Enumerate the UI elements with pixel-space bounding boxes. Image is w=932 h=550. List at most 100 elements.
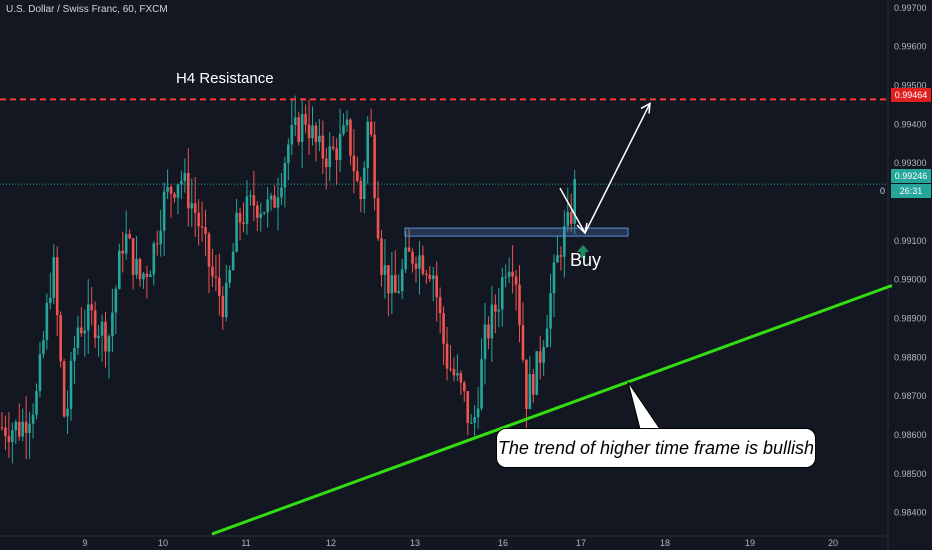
candle-body xyxy=(7,436,11,442)
candle-body xyxy=(200,226,204,228)
countdown-prefix: 0 xyxy=(880,186,886,196)
candle-body xyxy=(369,121,373,135)
candle-body xyxy=(259,213,263,218)
candle-body xyxy=(414,263,418,269)
candle-body xyxy=(307,124,311,139)
y-tick-label: 0.99000 xyxy=(894,275,927,285)
candle-body xyxy=(542,347,545,363)
candle-body xyxy=(507,271,511,277)
candle-body xyxy=(242,222,245,225)
candle-body xyxy=(480,359,483,409)
y-tick-label: 0.99400 xyxy=(894,119,927,129)
candle-body xyxy=(487,324,490,339)
candle-body xyxy=(49,297,52,303)
candle-body xyxy=(221,295,225,318)
candle-body xyxy=(356,171,359,182)
candle-body xyxy=(145,273,149,277)
candle-body xyxy=(390,275,394,294)
candle-body xyxy=(111,312,114,337)
x-tick-label: 13 xyxy=(410,538,420,548)
candle-body xyxy=(345,119,349,126)
candle-body xyxy=(566,211,570,227)
candle-body xyxy=(118,250,121,289)
candle-body xyxy=(31,414,35,424)
countdown-text: 26:31 xyxy=(899,186,923,196)
y-tick-label: 0.98400 xyxy=(894,508,927,518)
candle-body xyxy=(549,293,552,329)
x-tick-label: 19 xyxy=(745,538,755,548)
candle-body xyxy=(435,275,438,298)
buy-arrow-icon xyxy=(577,244,589,258)
y-tick-label: 0.98500 xyxy=(894,469,927,479)
projection-rise-arrowhead xyxy=(640,102,651,114)
symbol-title: U.S. Dollar / Swiss Franc, 60, FXCM xyxy=(6,4,168,15)
candle-body xyxy=(238,212,242,223)
candle-body xyxy=(45,302,49,341)
candle-body xyxy=(211,266,214,277)
candle-body xyxy=(394,275,397,293)
candle-body xyxy=(335,148,338,161)
candle-body xyxy=(197,212,200,227)
candle-body xyxy=(21,421,24,437)
candle-body xyxy=(545,328,549,348)
candle-body xyxy=(24,421,28,433)
candle-body xyxy=(504,276,507,278)
candle-body xyxy=(387,265,390,294)
candle-body xyxy=(142,273,145,280)
candle-body xyxy=(287,144,290,164)
candle-body xyxy=(573,179,576,224)
y-tick-label: 0.99100 xyxy=(894,236,927,246)
candle-body xyxy=(328,146,332,168)
candle-body xyxy=(55,257,59,316)
buy-label: Buy xyxy=(570,250,602,270)
candle-body xyxy=(80,327,83,334)
candle-body xyxy=(59,315,62,362)
candle-body xyxy=(511,271,514,277)
candle-body xyxy=(421,255,425,274)
candle-body xyxy=(280,187,283,198)
candle-body xyxy=(411,251,414,264)
candle-body xyxy=(207,233,211,267)
candle-body xyxy=(245,196,249,225)
candle-body xyxy=(42,340,45,355)
candle-body xyxy=(528,374,532,409)
candle-body xyxy=(321,135,325,159)
candle-body xyxy=(552,262,556,294)
candle-body xyxy=(283,163,287,188)
candle-body xyxy=(11,430,14,442)
candle-body xyxy=(100,321,104,336)
candle-body xyxy=(297,117,300,142)
candle-body xyxy=(314,125,318,143)
candle-body xyxy=(38,354,42,392)
candle-body xyxy=(293,117,297,125)
resistance-label: H4 Resistance xyxy=(176,70,274,87)
candle-body xyxy=(538,351,542,363)
candle-body xyxy=(190,203,194,209)
candle-body xyxy=(342,125,345,134)
countdown-tag: 26:31 xyxy=(891,184,931,198)
candle-body xyxy=(373,134,376,199)
y-tick-label: 0.99500 xyxy=(894,80,927,90)
candle-body xyxy=(187,172,190,209)
candle-body xyxy=(66,408,69,417)
candle-body xyxy=(366,121,369,168)
candle-body xyxy=(331,146,335,149)
candle-body xyxy=(252,195,256,206)
candle-body xyxy=(525,359,528,409)
y-tick-label: 0.98900 xyxy=(894,313,927,323)
candle-body xyxy=(218,277,221,296)
candle-body xyxy=(490,304,494,339)
candle-body xyxy=(97,335,100,339)
candle-body xyxy=(224,282,228,318)
current-price-text: 0.99246 xyxy=(894,171,928,181)
candle-body xyxy=(124,234,128,254)
candle-body xyxy=(556,255,559,263)
candle-body xyxy=(176,184,180,198)
candle-body xyxy=(93,310,97,339)
candle-body xyxy=(452,369,456,376)
x-tick-label: 18 xyxy=(660,538,670,548)
projection-drop-line xyxy=(559,187,586,234)
candle-body xyxy=(404,247,407,270)
candle-body xyxy=(231,251,235,271)
x-tick-label: 11 xyxy=(241,538,250,548)
